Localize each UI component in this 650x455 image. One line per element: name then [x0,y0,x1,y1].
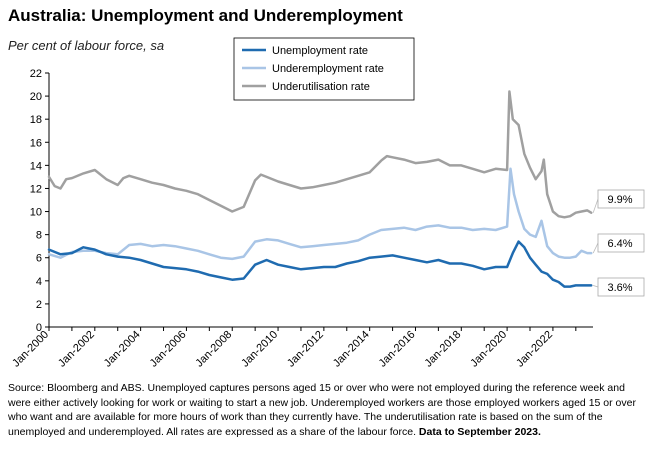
x-tick-label: Jan-2002 [56,329,97,370]
source-data-date: Data to September 2023. [418,425,541,438]
x-tick-label: Jan-2008 [193,329,234,370]
y-tick-label: 18 [30,114,42,126]
legend-label: Underemployment rate [272,63,384,75]
series-line-underutilisation-rate [47,90,593,219]
y-tick-label: 16 [30,137,42,149]
end-label-box [597,189,645,209]
end-label: 9.9% [607,194,632,206]
chart-title: Australia: Unemployment and Underemploym… [8,6,403,25]
end-label-leader [593,285,599,288]
legend-label: Unemployment rate [272,45,368,57]
end-label-leader [592,242,599,254]
y-tick-label: 2 [36,299,42,311]
y-tick-label: 0 [36,322,42,334]
x-tick-label: Jan-2012 [285,329,326,370]
y-tick-label: 4 [36,276,42,288]
x-tick-label: Jan-2004 [102,329,143,370]
source-text: Source: Bloomberg and ABS. Unemployed ca… [8,382,636,438]
x-tick-label: Jan-2014 [331,329,372,370]
source-note: Source: Bloomberg and ABS. Unemployed ca… [8,381,644,439]
x-tick-label: Jan-2018 [422,329,463,370]
y-tick-label: 10 [30,207,42,219]
end-label: 3.6% [607,282,632,294]
x-tick-label: Jan-2020 [468,329,509,370]
y-tick-label: 22 [30,68,42,80]
y-tick-label: 8 [36,230,42,242]
y-tick-label: 20 [30,91,42,103]
x-tick-label: Jan-2010 [239,329,280,370]
series-line-underemployment-rate [47,167,593,261]
x-tick-label: Jan-2006 [148,329,189,370]
legend-label: Underutilisation rate [272,81,370,93]
chart-subtitle: Per cent of labour force, sa [8,38,165,53]
y-tick-label: 14 [30,160,42,172]
series-line-unemployment-rate [47,240,593,288]
end-label: 6.4% [607,238,632,250]
y-tick-label: 6 [36,253,42,265]
x-tick-label: Jan-2016 [377,329,418,370]
x-tick-label: Jan-2000 [10,329,51,370]
end-label-leader [592,198,599,213]
x-tick-label: Jan-2022 [514,329,555,370]
end-label-box [597,233,645,253]
end-label-box [597,277,645,297]
y-tick-label: 12 [30,183,42,195]
